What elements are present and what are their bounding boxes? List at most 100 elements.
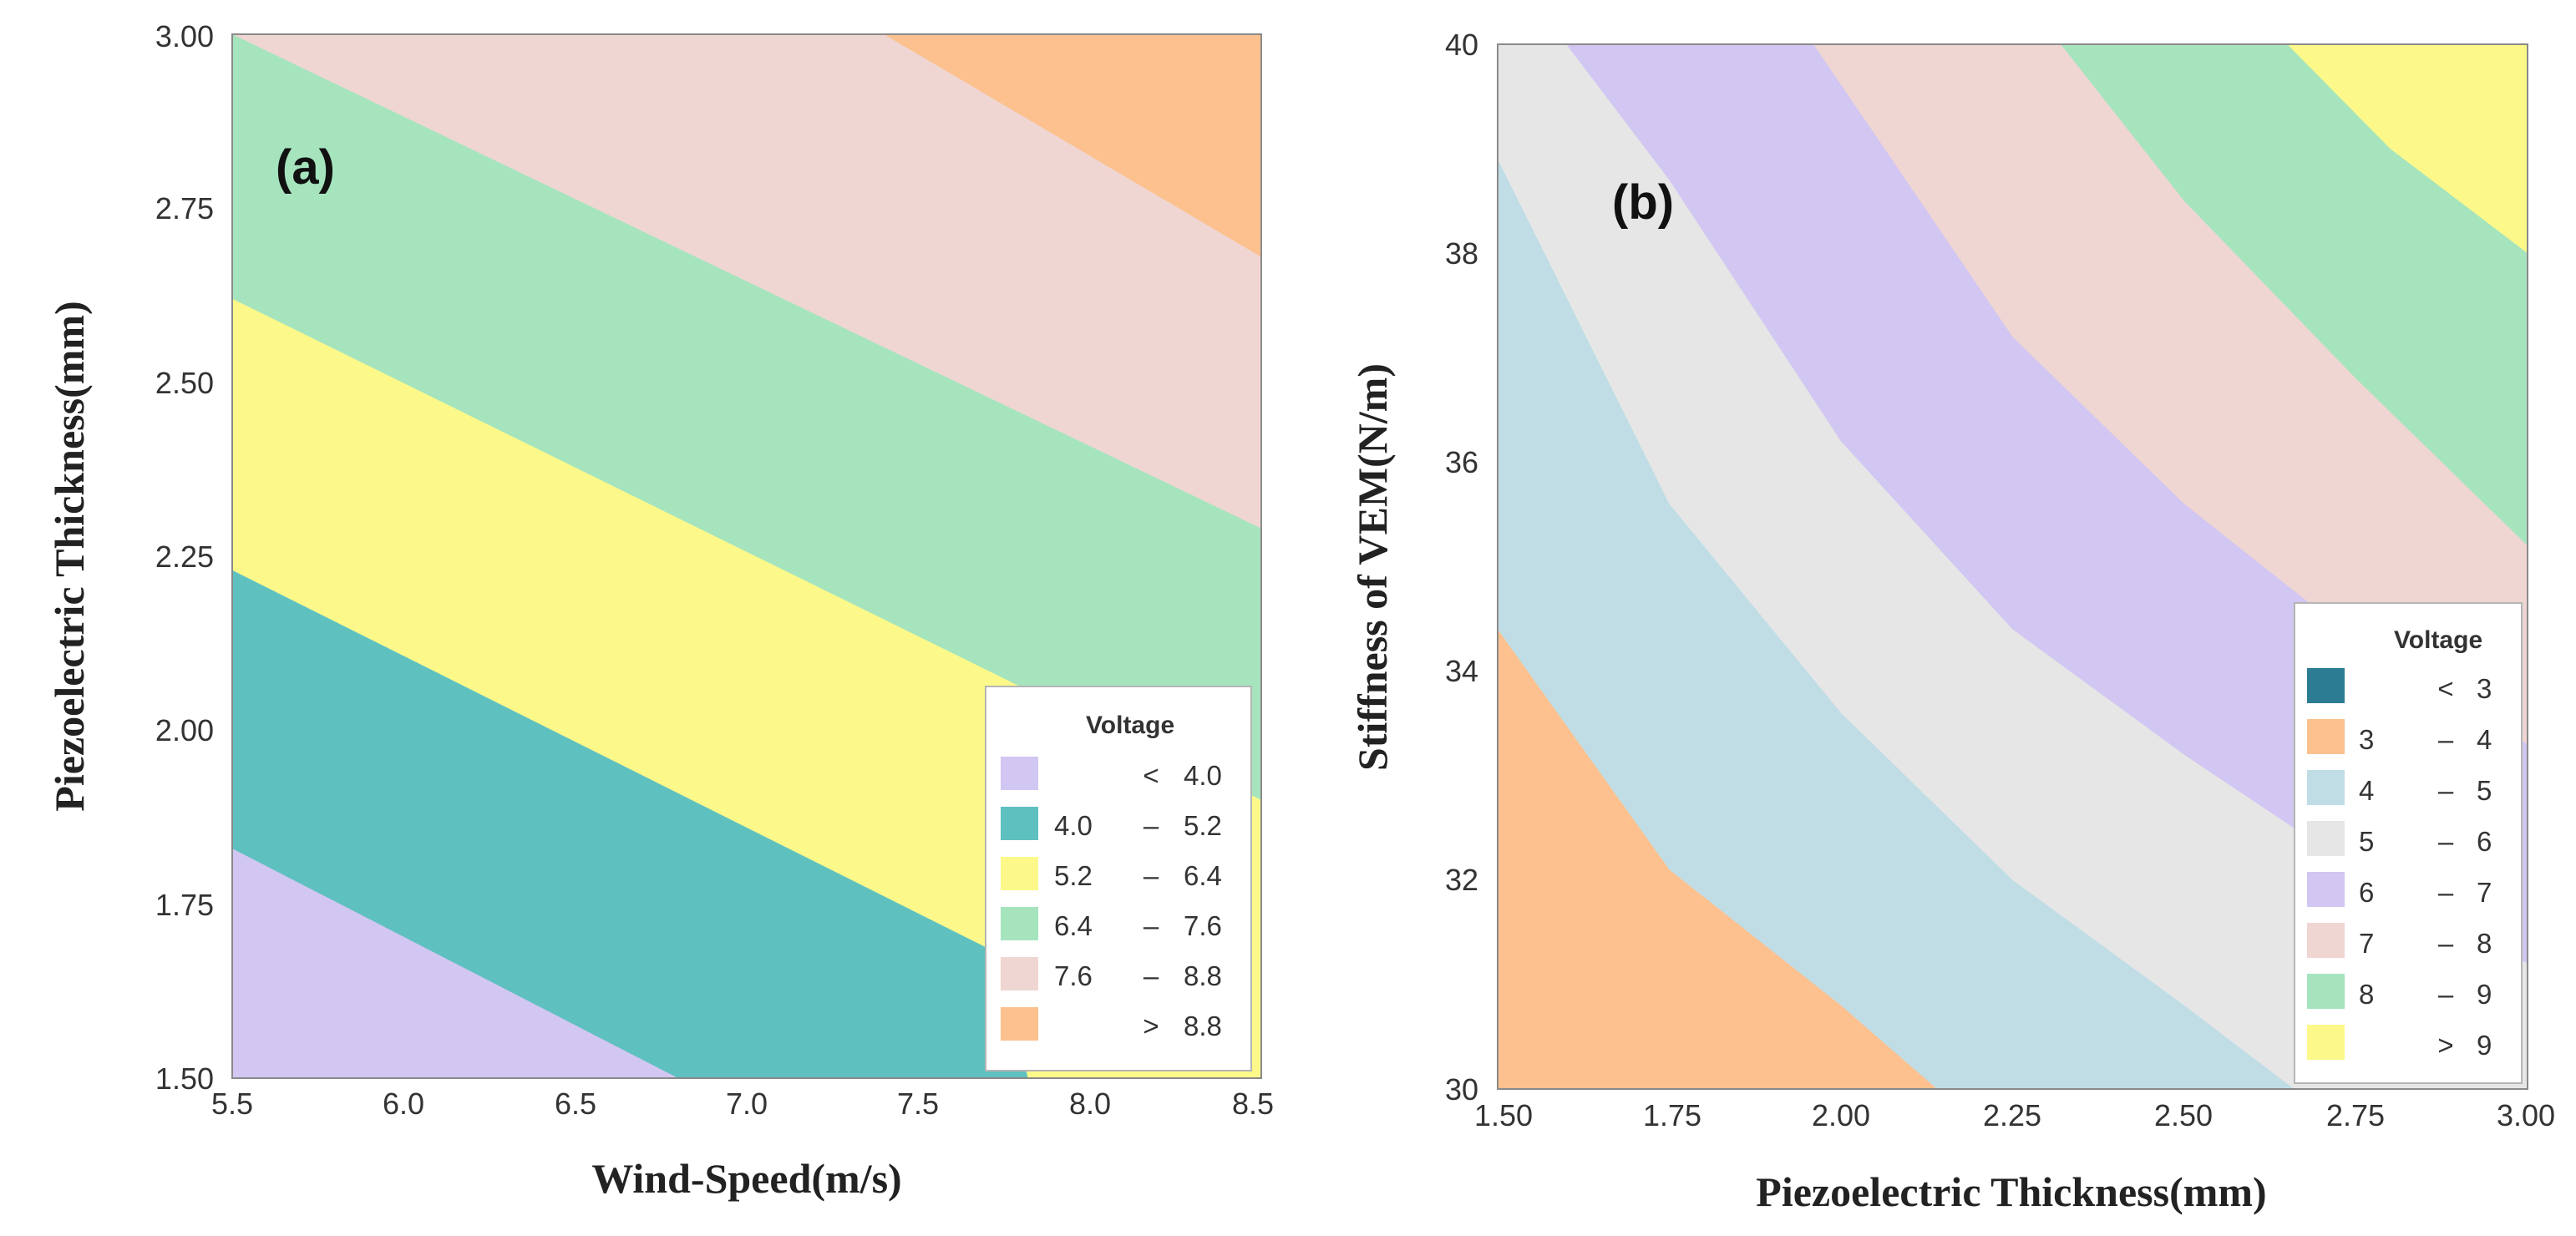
legend-range-high: 8 <box>2477 928 2492 959</box>
legend-range-low: 8 <box>2359 979 2374 1010</box>
panel-a-ytick-label: 2.75 <box>155 191 214 225</box>
legend-range-operator: – <box>1143 910 1159 941</box>
panel-a-region-4 <box>232 34 1261 529</box>
panel-a-y-axis: 1.50 1.75 2.00 2.25 2.50 2.75 3.00 Piezo… <box>46 19 214 1096</box>
panel-a-ytick-label: 2.00 <box>155 713 214 747</box>
panel-b-legend-entry: 7 – 8 <box>2307 923 2492 959</box>
panel-b-region-6 <box>1498 44 2528 254</box>
legend-range-low: 6 <box>2359 877 2374 908</box>
legend-range-high: 3 <box>2477 673 2492 704</box>
panel-b-legend-entry: 8 – 9 <box>2307 974 2492 1010</box>
panel-b-frame <box>1497 43 2528 1090</box>
panel-b-label: (b) <box>1612 175 1674 230</box>
panel-a-region-5 <box>232 34 1261 257</box>
panel-a-x-axis: 5.5 6.0 6.5 7.0 7.5 8.0 8.5 Wind-Speed(m… <box>211 1087 1274 1202</box>
panel-b-plot-area <box>1497 43 2528 1090</box>
panel-b-legend-entry: < 3 <box>2307 668 2492 704</box>
panel-a-legend-entry: 4.0 – 5.2 <box>1001 807 1222 841</box>
legend-range-operator: – <box>1143 960 1159 991</box>
panel-b-legend-entry: 3 – 4 <box>2307 719 2492 755</box>
legend-swatch <box>2307 872 2345 907</box>
panel-a-xtick-label: 8.5 <box>1232 1087 1274 1121</box>
legend-range-high: 4.0 <box>1184 760 1222 791</box>
panel-b-legend-entry: 5 – 6 <box>2307 821 2492 857</box>
legend-range-operator: – <box>1143 860 1159 891</box>
legend-swatch <box>2307 770 2345 805</box>
legend-range-low: 6.4 <box>1054 910 1093 941</box>
panel-b-legend-entry: 4 – 5 <box>2307 770 2492 806</box>
legend-range-low: 3 <box>2359 724 2374 755</box>
panel-a-ytick-label: 2.25 <box>155 539 214 574</box>
legend-range-high: 8.8 <box>1184 960 1222 991</box>
panel-b-legend: Voltage < 3 3 – 4 4 – 5 5 <box>2294 602 2523 1084</box>
panel-b-xtick-label: 2.00 <box>1812 1098 1870 1132</box>
legend-range-high: 6.4 <box>1184 860 1222 891</box>
panel-a-label: (a) <box>276 140 335 195</box>
panel-a-ytick-label: 2.50 <box>155 366 214 400</box>
legend-range-high: 7 <box>2477 877 2492 908</box>
panel-a: 5.5 6.0 6.5 7.0 7.5 8.0 8.5 Wind-Speed(m… <box>46 19 1274 1202</box>
panel-b-legend-entry: 6 – 7 <box>2307 872 2492 908</box>
legend-range-low: 5 <box>2359 826 2374 857</box>
legend-range-operator: – <box>2438 724 2454 755</box>
legend-range-high: 5 <box>2477 775 2492 806</box>
panel-a-xtick-label: 7.5 <box>897 1087 939 1121</box>
panel-a-xtick-label: 8.0 <box>1069 1087 1111 1121</box>
legend-swatch <box>2307 923 2345 958</box>
panel-a-x-axis-title: Wind-Speed(m/s) <box>591 1155 901 1202</box>
legend-range-low: 5.2 <box>1054 860 1093 891</box>
legend-range-low: 7 <box>2359 928 2374 959</box>
legend-range-operator: < <box>2437 673 2453 704</box>
panel-b-ytick-label: 30 <box>1445 1072 1478 1107</box>
legend-swatch <box>2307 719 2345 754</box>
legend-range-low: 7.6 <box>1054 960 1093 991</box>
legend-range-operator: > <box>2437 1030 2453 1061</box>
legend-range-high: 6 <box>2477 826 2492 857</box>
legend-range-operator: – <box>2438 928 2454 959</box>
legend-swatch <box>1001 807 1038 840</box>
legend-swatch <box>1001 857 1038 890</box>
panel-a-y-axis-title: Piezoelectric Thickness(mm) <box>46 301 93 811</box>
panel-b-x-axis: 1.50 1.75 2.00 2.25 2.50 2.75 3.00 Piezo… <box>1474 1098 2555 1215</box>
legend-range-high: 4 <box>2477 724 2492 755</box>
panel-a-xtick-label: 6.0 <box>383 1087 424 1121</box>
legend-range-high: 5.2 <box>1184 810 1222 841</box>
legend-swatch <box>2307 974 2345 1009</box>
panel-b-ytick-label: 40 <box>1445 28 1478 62</box>
panel-b-xtick-label: 1.50 <box>1474 1098 1533 1132</box>
legend-range-high: 9 <box>2477 979 2492 1010</box>
panel-b: 1.50 1.75 2.00 2.25 2.50 2.75 3.00 Piezo… <box>1349 28 2555 1215</box>
legend-swatch <box>1001 1007 1038 1041</box>
legend-range-high: 9 <box>2477 1030 2492 1061</box>
panel-a-ytick-label: 1.75 <box>155 888 214 922</box>
legend-swatch <box>2307 821 2345 856</box>
panel-a-ytick-label: 1.50 <box>155 1061 214 1096</box>
legend-range-operator: – <box>1143 810 1159 841</box>
panel-b-region-5 <box>1498 44 2528 546</box>
panel-a-ytick-label: 3.00 <box>155 19 214 53</box>
legend-swatch <box>1001 957 1038 990</box>
panel-a-legend-entry: 6.4 – 7.6 <box>1001 907 1222 941</box>
panel-b-x-axis-title: Piezoelectric Thickness(mm) <box>1756 1168 2266 1215</box>
panel-a-legend-entry: 5.2 – 6.4 <box>1001 857 1222 891</box>
legend-range-operator: > <box>1143 1011 1159 1041</box>
panel-b-xtick-label: 2.50 <box>2154 1098 2213 1132</box>
legend-range-operator: – <box>2438 877 2454 908</box>
legend-range-operator: – <box>2438 979 2454 1010</box>
panel-b-ytick-label: 34 <box>1445 654 1478 688</box>
panel-a-legend: Voltage < 4.0 4.0 – 5.2 5.2 – 6.4 <box>985 686 1252 1071</box>
panel-a-legend-entry: 7.6 – 8.8 <box>1001 957 1222 991</box>
legend-range-operator: – <box>2438 826 2454 857</box>
legend-range-high: 7.6 <box>1184 910 1222 941</box>
legend-swatch <box>2307 1025 2345 1060</box>
panel-a-xtick-label: 5.5 <box>211 1087 253 1121</box>
panel-b-xtick-label: 2.75 <box>2326 1098 2385 1132</box>
panel-a-xtick-label: 7.0 <box>726 1087 768 1121</box>
panel-a-legend-entry: < 4.0 <box>1001 757 1222 791</box>
panel-b-legend-entry: > 9 <box>2307 1025 2492 1061</box>
legend-range-operator: – <box>2438 775 2454 806</box>
panel-a-frame <box>231 33 1262 1079</box>
panel-a-legend-title: Voltage <box>1086 712 1174 739</box>
legend-range-low: 4 <box>2359 775 2374 806</box>
